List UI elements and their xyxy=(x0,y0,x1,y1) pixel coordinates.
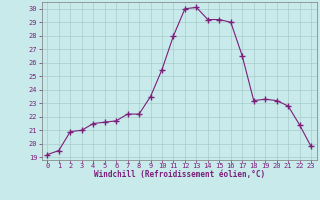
X-axis label: Windchill (Refroidissement éolien,°C): Windchill (Refroidissement éolien,°C) xyxy=(94,170,265,179)
